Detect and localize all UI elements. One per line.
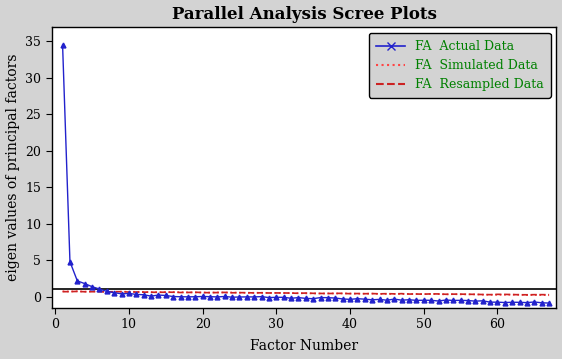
Legend: FA  Actual Data, FA  Simulated Data, FA  Resampled Data: FA Actual Data, FA Simulated Data, FA Re… bbox=[369, 33, 551, 98]
Title: Parallel Analysis Scree Plots: Parallel Analysis Scree Plots bbox=[171, 5, 437, 23]
Y-axis label: eigen values of principal factors: eigen values of principal factors bbox=[6, 53, 20, 281]
X-axis label: Factor Number: Factor Number bbox=[250, 340, 358, 354]
